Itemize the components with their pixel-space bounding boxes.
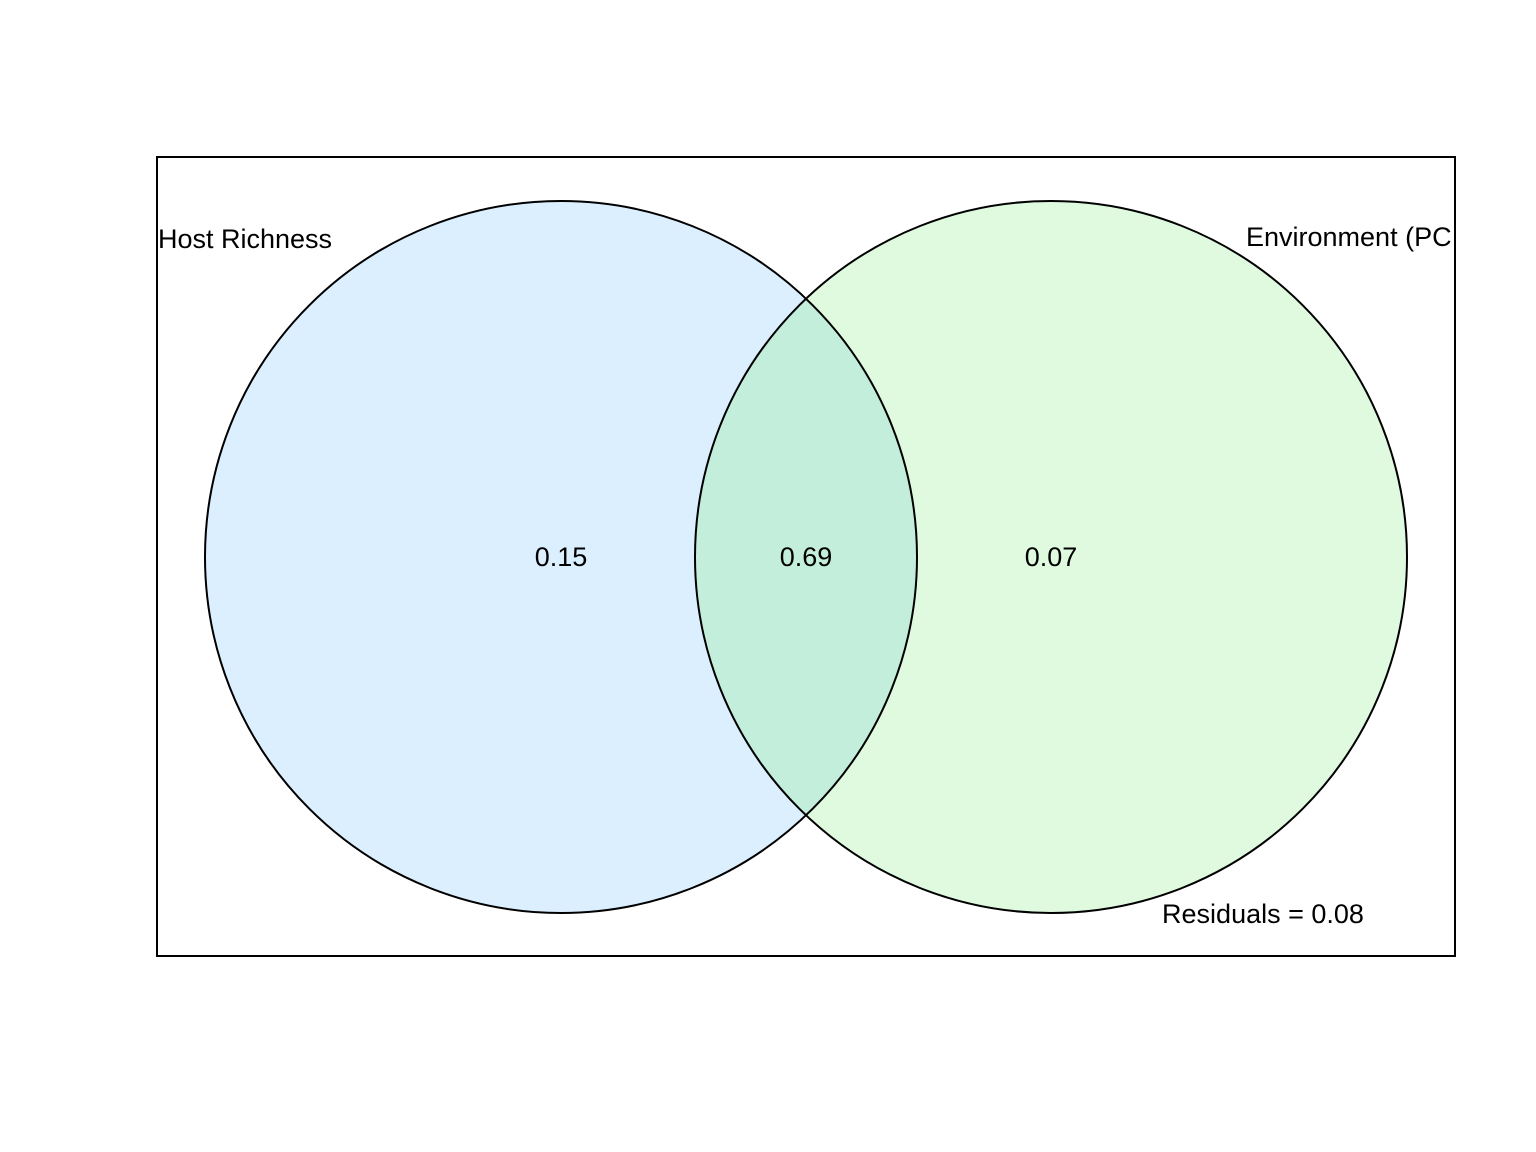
environment-unique-value: 0.07 [1025,542,1078,572]
host-richness-unique-value: 0.15 [535,542,588,572]
plot-frame [156,156,1456,957]
set-environment-label: Environment (PC [1246,222,1452,252]
intersection-value: 0.69 [780,542,833,572]
set-host-richness-circle [205,201,917,913]
residuals-label: Residuals = 0.08 [1162,899,1364,929]
set-environment-circle [695,201,1407,913]
set-host-richness-outline [204,200,918,914]
set-host-richness-label: Host Richness [158,224,332,254]
set-environment-outline [694,200,1408,914]
